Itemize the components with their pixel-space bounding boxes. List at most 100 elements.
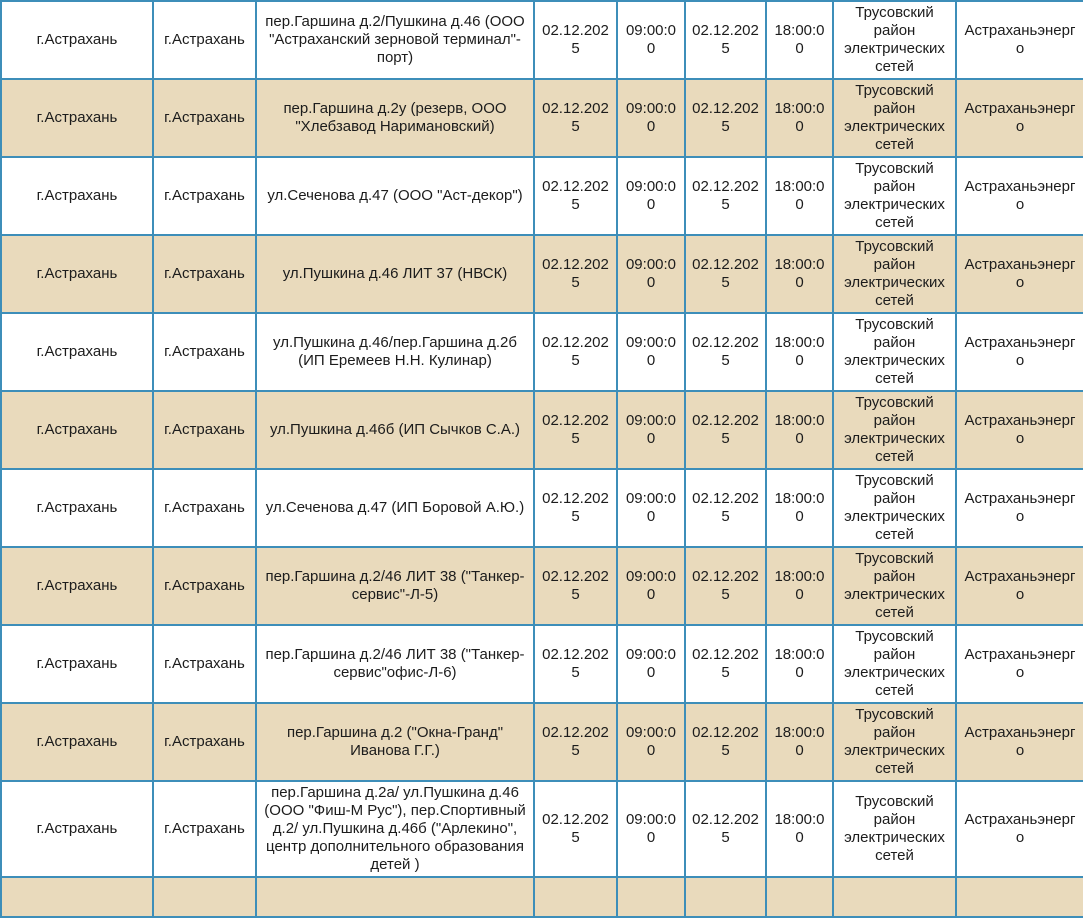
cell-start-date: 02.12.2025 bbox=[533, 156, 618, 236]
cell-city: г.Астрахань bbox=[152, 468, 257, 548]
cell-end-time: 18:00:00 bbox=[765, 234, 834, 314]
cell-provider: Астраханьэнерго bbox=[955, 234, 1083, 314]
cell-end-date: 02.12.2025 bbox=[684, 468, 767, 548]
cell-empty bbox=[955, 876, 1083, 918]
cell-start-date: 02.12.2025 bbox=[533, 390, 618, 470]
table-row: г.Астрахань г.Астрахань ул.Сеченова д.47 (… bbox=[0, 468, 1083, 548]
cell-region: г.Астрахань bbox=[0, 156, 154, 236]
cell-empty bbox=[533, 876, 618, 918]
cell-city: г.Астрахань bbox=[152, 156, 257, 236]
cell-start-date: 02.12.2025 bbox=[533, 0, 618, 80]
cell-provider: Астраханьэнерго bbox=[955, 780, 1083, 878]
table-row: г.Астрахань г.Астрахань пер.Гаршина д.2у (… bbox=[0, 78, 1083, 158]
cell-end-date: 02.12.2025 bbox=[684, 78, 767, 158]
cell-end-time: 18:00:00 bbox=[765, 390, 834, 470]
cell-start-time: 09:00:00 bbox=[616, 624, 686, 704]
cell-provider: Астраханьэнерго bbox=[955, 0, 1083, 80]
cell-city: г.Астрахань bbox=[152, 312, 257, 392]
cell-start-time: 09:00:00 bbox=[616, 156, 686, 236]
cell-start-time: 09:00:00 bbox=[616, 312, 686, 392]
cell-region: г.Астрахань bbox=[0, 624, 154, 704]
table-row: г.Астрахань г.Астрахань ул.Сеченова д.47 (… bbox=[0, 156, 1083, 236]
cell-empty bbox=[684, 876, 767, 918]
cell-start-time: 09:00:00 bbox=[616, 702, 686, 782]
cell-address: ул.Пушкина д.46 ЛИТ 37 (НВСК) bbox=[255, 234, 535, 314]
cell-start-date: 02.12.2025 bbox=[533, 468, 618, 548]
table-row: г.Астрахань г.Астрахань пер.Гаршина д.2/Пу… bbox=[0, 0, 1083, 80]
cell-region: г.Астрахань bbox=[0, 78, 154, 158]
cell-end-date: 02.12.2025 bbox=[684, 702, 767, 782]
cell-end-date: 02.12.2025 bbox=[684, 624, 767, 704]
cell-end-time: 18:00:00 bbox=[765, 312, 834, 392]
cell-start-time: 09:00:00 bbox=[616, 468, 686, 548]
cell-region: г.Астрахань bbox=[0, 390, 154, 470]
cell-empty bbox=[152, 876, 257, 918]
cell-region: г.Астрахань bbox=[0, 702, 154, 782]
cell-provider: Астраханьэнерго bbox=[955, 702, 1083, 782]
cell-region: г.Астрахань bbox=[0, 780, 154, 878]
cell-start-time: 09:00:00 bbox=[616, 0, 686, 80]
cell-start-time: 09:00:00 bbox=[616, 780, 686, 878]
cell-start-date: 02.12.2025 bbox=[533, 702, 618, 782]
cell-end-time: 18:00:00 bbox=[765, 0, 834, 80]
cell-city: г.Астрахань bbox=[152, 780, 257, 878]
cell-district: Трусовский район электрических сетей bbox=[832, 390, 957, 470]
cell-provider: Астраханьэнерго bbox=[955, 156, 1083, 236]
table-row: г.Астрахань г.Астрахань ул.Пушкина д.46 ЛИ… bbox=[0, 234, 1083, 314]
cell-city: г.Астрахань bbox=[152, 78, 257, 158]
cell-city: г.Астрахань bbox=[152, 702, 257, 782]
cell-end-date: 02.12.2025 bbox=[684, 0, 767, 80]
table-row: г.Астрахань г.Астрахань ул.Пушкина д.46/пе… bbox=[0, 312, 1083, 392]
cell-start-time: 09:00:00 bbox=[616, 234, 686, 314]
cell-region: г.Астрахань bbox=[0, 0, 154, 80]
table-row: г.Астрахань г.Астрахань пер.Гаршина д.2/46… bbox=[0, 546, 1083, 626]
cell-start-date: 02.12.2025 bbox=[533, 312, 618, 392]
cell-city: г.Астрахань bbox=[152, 546, 257, 626]
cell-district: Трусовский район электрических сетей bbox=[832, 312, 957, 392]
cell-provider: Астраханьэнерго bbox=[955, 390, 1083, 470]
cell-start-date: 02.12.2025 bbox=[533, 780, 618, 878]
cell-district: Трусовский район электрических сетей bbox=[832, 702, 957, 782]
table-row: г.Астрахань г.Астрахань пер.Гаршина д.2/46… bbox=[0, 624, 1083, 704]
cell-provider: Астраханьэнерго bbox=[955, 312, 1083, 392]
cell-address: пер.Гаршина д.2а/ ул.Пушкина д.46 (ООО "… bbox=[255, 780, 535, 878]
cell-district: Трусовский район электрических сетей bbox=[832, 780, 957, 878]
cell-district: Трусовский район электрических сетей bbox=[832, 624, 957, 704]
cell-address: ул.Пушкина д.46/пер.Гаршина д.2б (ИП Ере… bbox=[255, 312, 535, 392]
table-row: г.Астрахань г.Астрахань пер.Гаршина д.2а/ … bbox=[0, 780, 1083, 878]
cell-district: Трусовский район электрических сетей bbox=[832, 546, 957, 626]
table-row-partial bbox=[0, 876, 1083, 918]
cell-start-time: 09:00:00 bbox=[616, 78, 686, 158]
cell-empty bbox=[832, 876, 957, 918]
cell-city: г.Астрахань bbox=[152, 234, 257, 314]
cell-empty bbox=[616, 876, 686, 918]
cell-start-date: 02.12.2025 bbox=[533, 546, 618, 626]
cell-city: г.Астрахань bbox=[152, 624, 257, 704]
cell-end-time: 18:00:00 bbox=[765, 624, 834, 704]
cell-district: Трусовский район электрических сетей bbox=[832, 78, 957, 158]
cell-start-date: 02.12.2025 bbox=[533, 234, 618, 314]
cell-address: пер.Гаршина д.2/46 ЛИТ 38 ("Танкер-серви… bbox=[255, 546, 535, 626]
cell-address: пер.Гаршина д.2 ("Окна-Гранд" Иванова Г.… bbox=[255, 702, 535, 782]
cell-district: Трусовский район электрических сетей bbox=[832, 156, 957, 236]
cell-address: ул.Сеченова д.47 (ООО "Аст-декор") bbox=[255, 156, 535, 236]
cell-city: г.Астрахань bbox=[152, 0, 257, 80]
cell-end-date: 02.12.2025 bbox=[684, 546, 767, 626]
cell-empty bbox=[255, 876, 535, 918]
cell-provider: Астраханьэнерго bbox=[955, 624, 1083, 704]
table-row: г.Астрахань г.Астрахань пер.Гаршина д.2 ("… bbox=[0, 702, 1083, 782]
cell-address: ул.Пушкина д.46б (ИП Сычков С.А.) bbox=[255, 390, 535, 470]
cell-start-time: 09:00:00 bbox=[616, 390, 686, 470]
cell-district: Трусовский район электрических сетей bbox=[832, 0, 957, 80]
cell-district: Трусовский район электрических сетей bbox=[832, 234, 957, 314]
cell-region: г.Астрахань bbox=[0, 468, 154, 548]
cell-end-date: 02.12.2025 bbox=[684, 234, 767, 314]
cell-region: г.Астрахань bbox=[0, 546, 154, 626]
cell-provider: Астраханьэнерго bbox=[955, 468, 1083, 548]
cell-provider: Астраханьэнерго bbox=[955, 78, 1083, 158]
cell-end-date: 02.12.2025 bbox=[684, 312, 767, 392]
cell-start-time: 09:00:00 bbox=[616, 546, 686, 626]
cell-start-date: 02.12.2025 bbox=[533, 624, 618, 704]
cell-end-time: 18:00:00 bbox=[765, 702, 834, 782]
